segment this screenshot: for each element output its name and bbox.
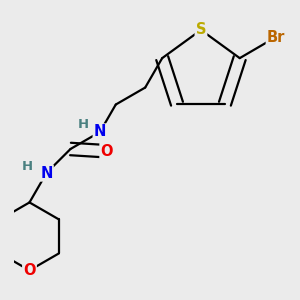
- Text: H: H: [77, 118, 88, 130]
- Text: N: N: [94, 124, 106, 140]
- Text: H: H: [22, 160, 33, 173]
- Text: S: S: [196, 22, 206, 38]
- Text: N: N: [40, 166, 53, 181]
- Text: Br: Br: [267, 30, 285, 45]
- Text: O: O: [23, 263, 36, 278]
- Text: O: O: [100, 144, 113, 159]
